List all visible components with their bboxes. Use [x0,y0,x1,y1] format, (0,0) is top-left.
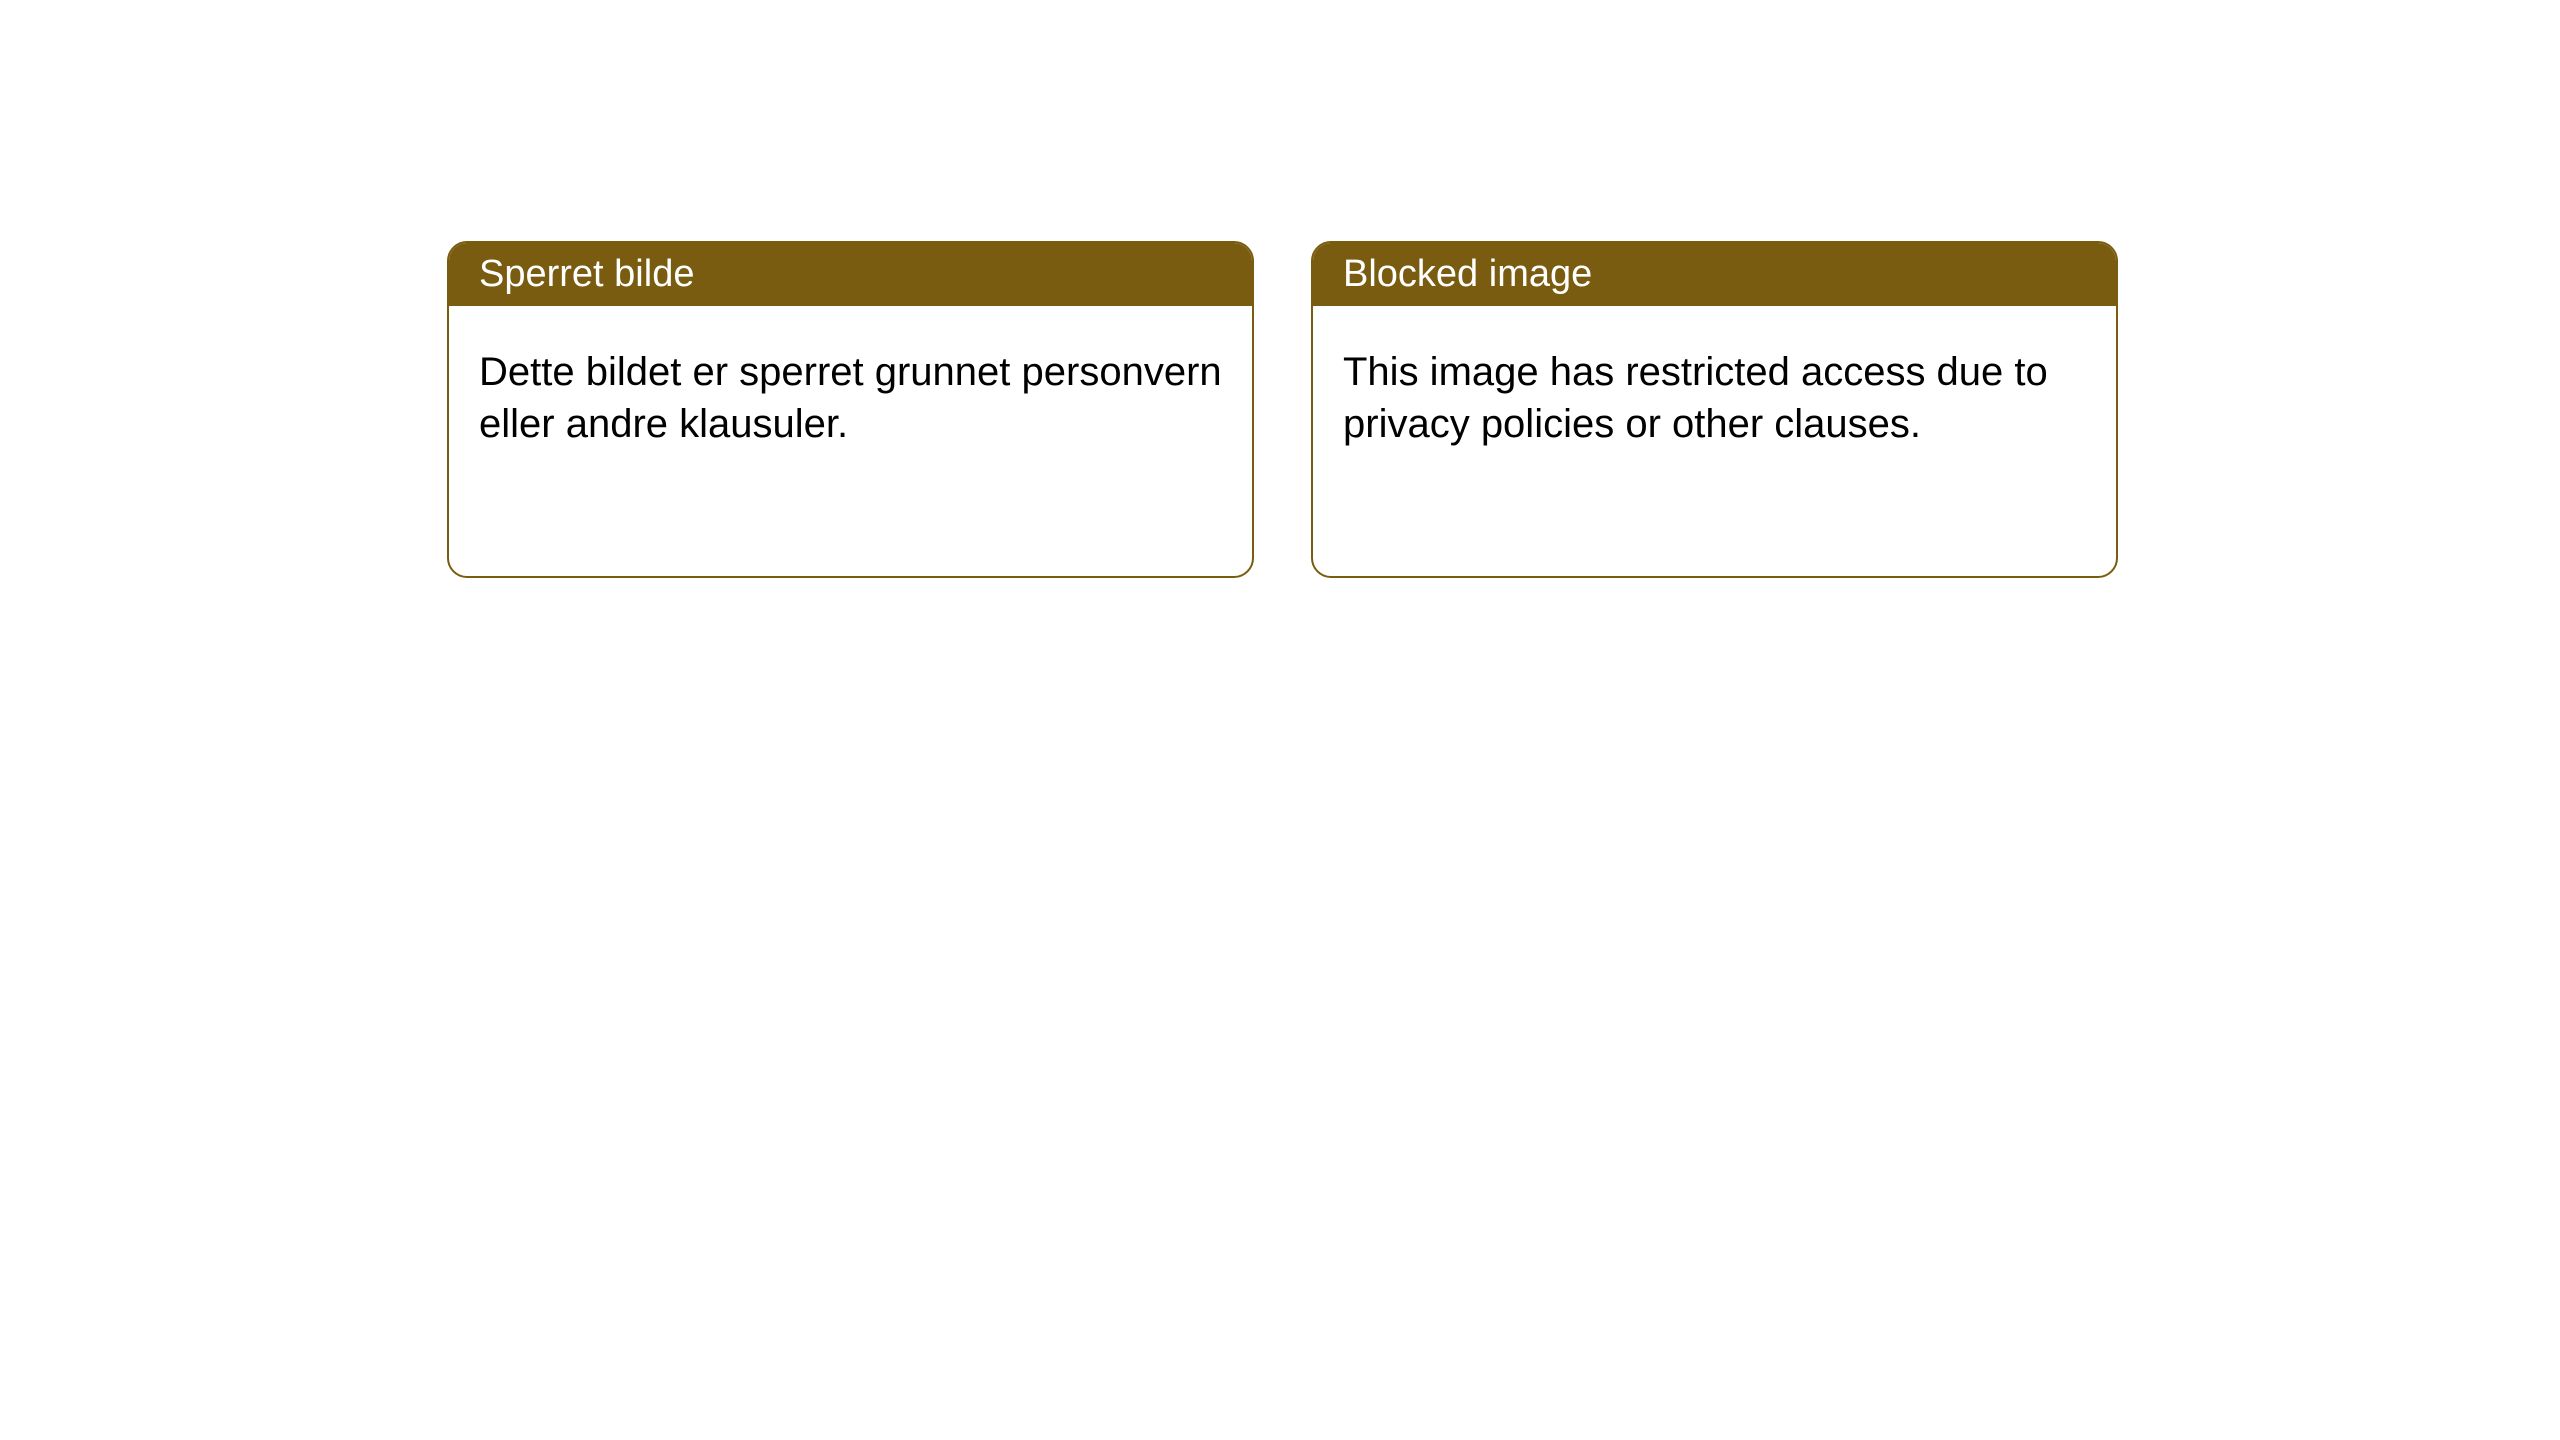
card-header: Sperret bilde [449,243,1252,306]
card-title: Sperret bilde [479,253,694,295]
card-body-text: This image has restricted access due to … [1343,350,2048,446]
cards-container: Sperret bilde Dette bildet er sperret gr… [0,0,2560,578]
card-body: Dette bildet er sperret grunnet personve… [449,306,1252,490]
card-header: Blocked image [1313,243,2116,306]
blocked-image-card-norwegian: Sperret bilde Dette bildet er sperret gr… [447,241,1254,578]
blocked-image-card-english: Blocked image This image has restricted … [1311,241,2118,578]
card-body-text: Dette bildet er sperret grunnet personve… [479,350,1222,446]
card-body: This image has restricted access due to … [1313,306,2116,490]
card-title: Blocked image [1343,253,1592,295]
